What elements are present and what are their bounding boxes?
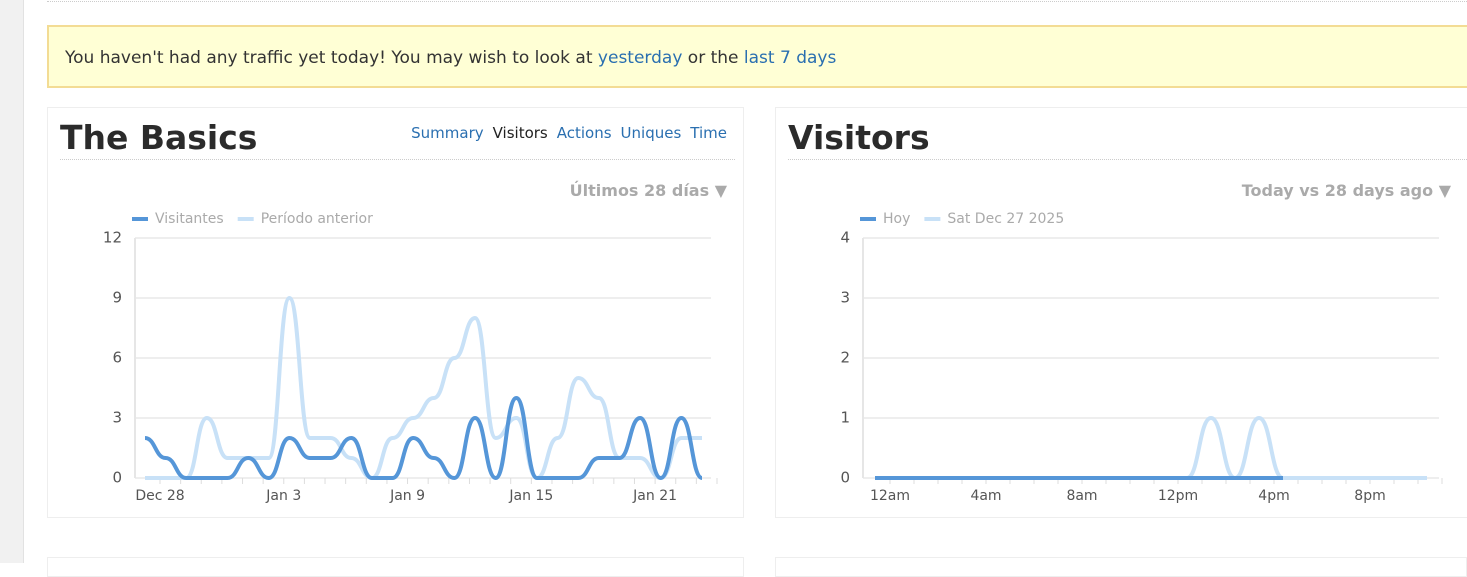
legend-swatch	[860, 217, 876, 221]
x-tick-label: 12pm	[1158, 488, 1198, 504]
y-tick-label: 2	[840, 349, 850, 367]
y-tick-label: 0	[840, 469, 850, 487]
link[interactable]: last 7 days	[743, 48, 837, 68]
y-tick-label: 0	[112, 469, 122, 487]
range-dropdown[interactable]: Últimos 28 días ▼	[569, 181, 727, 200]
panel-title: The Basics	[60, 118, 258, 157]
tab[interactable]: Visitors	[492, 124, 548, 142]
y-tick-label: 3	[112, 409, 122, 427]
tab[interactable]: Actions	[556, 124, 612, 142]
y-tick-label: 9	[112, 289, 122, 307]
y-tick-label: 12	[103, 229, 122, 247]
notice-text: You haven't had any traffic yet today! Y…	[65, 48, 593, 68]
x-tick-label: Jan 21	[632, 488, 677, 504]
x-tick-label: 8am	[1066, 488, 1097, 504]
x-tick-label: 4pm	[1258, 488, 1289, 504]
legend-label: Hoy	[883, 211, 910, 227]
legend-label: Visitantes	[155, 211, 224, 227]
panel: Visitors Today vs 28 days ago ▼	[775, 107, 1467, 518]
tab[interactable]: Uniques	[620, 124, 682, 142]
x-tick-label: 8pm	[1354, 488, 1385, 504]
divider	[60, 159, 735, 160]
y-tick-label: 1	[840, 409, 850, 427]
x-tick-label: Jan 3	[265, 488, 301, 504]
panel-title: Visitors	[788, 118, 930, 157]
series-line	[875, 416, 1427, 480]
legend-swatch	[132, 217, 148, 221]
legend-swatch	[237, 217, 254, 221]
notice-text: or the	[687, 48, 739, 68]
x-tick-label: Jan 9	[389, 488, 425, 504]
sidebar-strip	[0, 0, 24, 563]
notice: You haven't had any traffic yet today! Y…	[47, 25, 1467, 88]
divider	[47, 1, 1467, 2]
tab[interactable]: Time	[690, 124, 727, 142]
legend-label: Período anterior	[261, 211, 373, 227]
y-tick-label: 6	[112, 349, 122, 367]
panel: The Basics Summary Visitors Actions Uniques…	[47, 107, 744, 518]
link[interactable]: yesterday	[597, 48, 683, 68]
x-tick-label: 12am	[870, 488, 910, 504]
y-tick-label: 3	[840, 289, 850, 307]
series-line	[144, 396, 704, 480]
legend-swatch	[924, 217, 941, 221]
divider	[788, 159, 1467, 160]
x-tick-label: Jan 15	[508, 488, 553, 504]
range-dropdown[interactable]: Today vs 28 days ago ▼	[1241, 181, 1451, 200]
tabs: Summary Visitors Actions Uniques Time	[402, 124, 727, 142]
tab[interactable]: Summary	[411, 124, 484, 142]
x-tick-label: 4am	[970, 488, 1001, 504]
legend-label: Sat Dec 27 2025	[947, 211, 1064, 227]
x-tick-label: Dec 28	[135, 488, 184, 504]
y-tick-label: 4	[840, 229, 850, 247]
